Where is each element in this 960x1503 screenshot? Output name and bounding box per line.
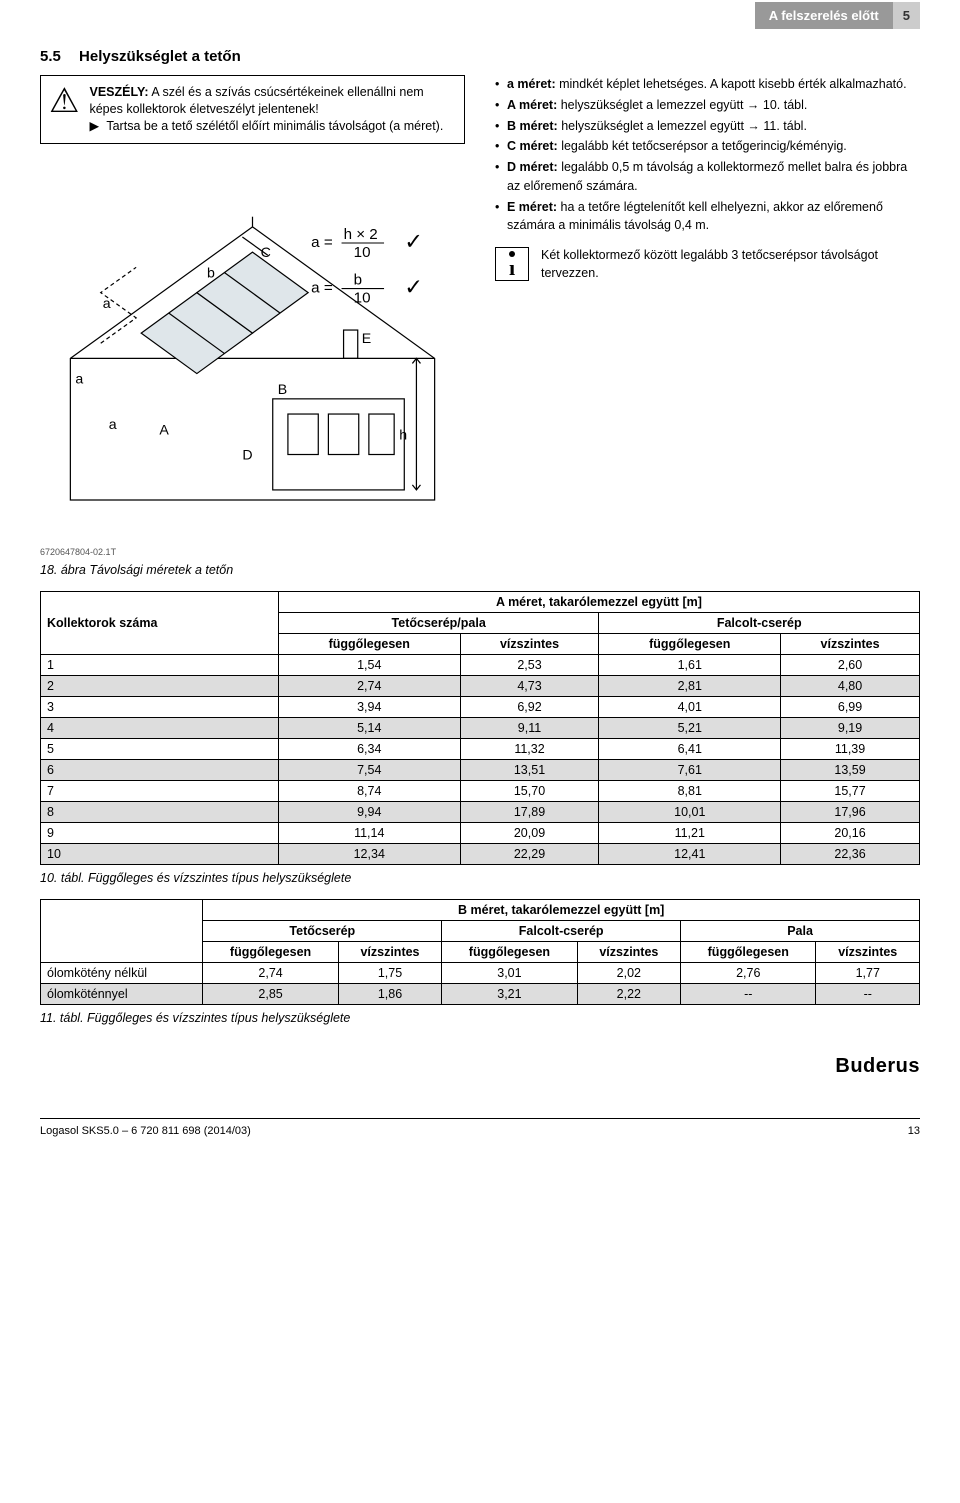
info-box: ı Két kollektormező között legalább 3 te… bbox=[495, 247, 920, 282]
t1-group1: Tetőcserép/pala bbox=[278, 613, 599, 634]
table-row: 911,1420,0911,2120,16 bbox=[41, 823, 920, 844]
table-row: 89,9417,8910,0117,96 bbox=[41, 802, 920, 823]
figure-id: 6720647804-02.1T bbox=[40, 547, 465, 557]
svg-text:✓: ✓ bbox=[404, 229, 423, 254]
warning-icon: ⚠ bbox=[49, 84, 79, 135]
warning-text: VESZÉLY: A szél és a szívás csúcsértékei… bbox=[89, 84, 454, 135]
footer-doc-id: Logasol SKS5.0 – 6 720 811 698 (2014/03) bbox=[40, 1125, 251, 1137]
svg-text:a: a bbox=[103, 295, 111, 311]
section-number: 5.5 bbox=[40, 48, 61, 65]
table-row: 33,946,924,016,99 bbox=[41, 697, 920, 718]
svg-text:10: 10 bbox=[354, 244, 371, 261]
info-text: Két kollektormező között legalább 3 tető… bbox=[541, 247, 920, 282]
roof-diagram: a a a b C A B D E h a = h × 2 10 bbox=[40, 156, 465, 541]
svg-text:a =: a = bbox=[311, 234, 333, 251]
svg-text:h × 2: h × 2 bbox=[344, 226, 378, 243]
table-row: 56,3411,326,4111,39 bbox=[41, 739, 920, 760]
brand-logo: Buderus bbox=[835, 1055, 920, 1077]
svg-text:10: 10 bbox=[354, 289, 371, 306]
table-row: 1012,3422,2912,4122,36 bbox=[41, 844, 920, 865]
page-footer: Logasol SKS5.0 – 6 720 811 698 (2014/03)… bbox=[40, 1118, 920, 1137]
table-row: 11,542,531,612,60 bbox=[41, 655, 920, 676]
svg-text:h: h bbox=[399, 427, 407, 443]
table-row: 78,7415,708,8115,77 bbox=[41, 781, 920, 802]
svg-text:a: a bbox=[75, 371, 83, 387]
svg-text:b: b bbox=[354, 271, 362, 288]
table-row: ólomkötény nélkül2,741,753,012,022,761,7… bbox=[41, 963, 920, 984]
t1-rowhead: Kollektorok száma bbox=[41, 592, 279, 655]
t2-title: B méret, takarólemezzel együtt [m] bbox=[203, 900, 920, 921]
warning-label: VESZÉLY: bbox=[89, 85, 148, 99]
svg-text:B: B bbox=[278, 381, 287, 397]
table-row: 45,149,115,219,19 bbox=[41, 718, 920, 739]
table2-caption: 11. tábl. Függőleges és vízszintes típus… bbox=[40, 1011, 920, 1025]
info-icon: ı bbox=[495, 247, 529, 281]
table-b-dimension: B méret, takarólemezzel együtt [m] Tetőc… bbox=[40, 899, 920, 1005]
warning-box: ⚠ VESZÉLY: A szél és a szívás csúcsérték… bbox=[40, 75, 465, 144]
footer-page-number: 13 bbox=[908, 1125, 920, 1137]
svg-text:D: D bbox=[242, 447, 252, 463]
warning-line-2: Tartsa be a tető szélétől előírt minimál… bbox=[106, 119, 443, 133]
svg-text:E: E bbox=[362, 331, 371, 347]
svg-text:✓: ✓ bbox=[404, 274, 423, 299]
svg-text:C: C bbox=[261, 245, 271, 261]
t1-title: A méret, takarólemezzel együtt [m] bbox=[278, 592, 919, 613]
dimension-list: a méret: mindkét képlet lehetséges. A ka… bbox=[495, 75, 920, 235]
svg-text:b: b bbox=[207, 265, 215, 281]
table-row: 22,744,732,814,80 bbox=[41, 676, 920, 697]
figure-caption: 18. ábra Távolsági méretek a tetőn bbox=[40, 563, 920, 577]
svg-text:a =: a = bbox=[311, 279, 333, 296]
table-row: ólomköténnyel2,851,863,212,22---- bbox=[41, 984, 920, 1005]
section-title: Helyszükséglet a tetőn bbox=[79, 48, 241, 65]
page-header: A felszerelés előtt 5 bbox=[40, 0, 920, 30]
table-a-dimension: Kollektorok száma A méret, takarólemezze… bbox=[40, 591, 920, 865]
header-section-title: A felszerelés előtt bbox=[755, 2, 893, 29]
section-heading: 5.5 Helyszükséglet a tetőn bbox=[40, 48, 920, 65]
t1-group2: Falcolt-cserép bbox=[599, 613, 920, 634]
table-row: 67,5413,517,6113,59 bbox=[41, 760, 920, 781]
table1-caption: 10. tábl. Függőleges és vízszintes típus… bbox=[40, 871, 920, 885]
triangle-bullet-icon: ▶ bbox=[89, 118, 99, 135]
header-section-number: 5 bbox=[893, 2, 920, 29]
svg-text:A: A bbox=[159, 422, 169, 438]
svg-text:a: a bbox=[109, 417, 117, 433]
